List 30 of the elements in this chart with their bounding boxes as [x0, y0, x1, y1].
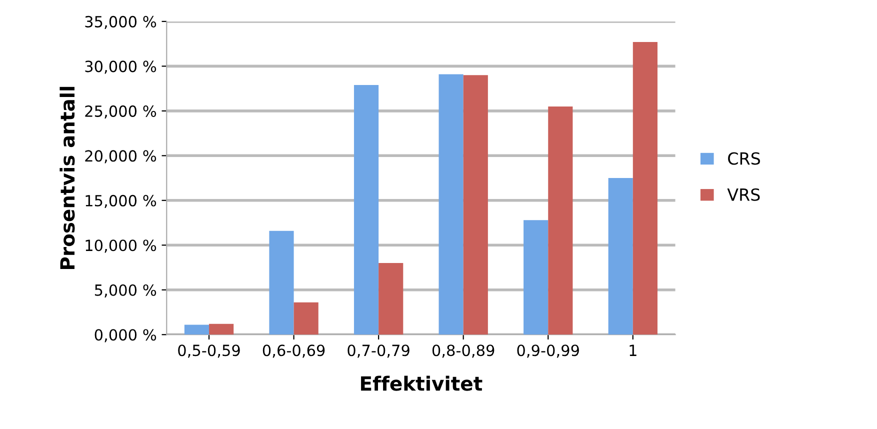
- legend-label: CRS: [728, 152, 760, 165]
- x-tick-label: 0,8-0,89: [432, 344, 494, 358]
- x-tick-label: 0,7-0,79: [348, 344, 410, 358]
- bar: [524, 220, 548, 335]
- bar: [269, 230, 294, 335]
- legend-label: VRS: [727, 188, 760, 201]
- x-axis-title: Effektivitet: [361, 376, 482, 391]
- bar: [354, 84, 379, 335]
- x-tick-label: 0,5-0,59: [178, 344, 240, 358]
- x-tick-label: 1: [630, 344, 636, 356]
- y-tick-label: 0,000 %: [94, 329, 156, 342]
- y-tick-label: 35,000 %: [85, 16, 156, 30]
- bar: [608, 178, 633, 335]
- bar: [438, 74, 464, 335]
- bar: [378, 263, 404, 335]
- y-tick-label: 20,000 %: [85, 150, 156, 164]
- y-tick-label: 5,000 %: [94, 284, 156, 298]
- bar: [209, 324, 234, 335]
- x-tick-label: 0,9-0,99: [517, 344, 579, 358]
- bar: [548, 106, 573, 335]
- bar: [463, 75, 488, 335]
- bar: [184, 324, 210, 335]
- y-tick-label: 25,000 %: [85, 105, 156, 119]
- bar: [632, 42, 658, 335]
- bar: [294, 302, 318, 335]
- y-tick-label: 30,000 %: [85, 60, 156, 74]
- x-tick-label: 0,6-0,69: [262, 344, 325, 358]
- y-tick-label: 15,000 %: [86, 194, 156, 208]
- y-tick-label: 10,000 %: [86, 240, 156, 253]
- y-axis-title: Prosentvis antall: [60, 86, 75, 269]
